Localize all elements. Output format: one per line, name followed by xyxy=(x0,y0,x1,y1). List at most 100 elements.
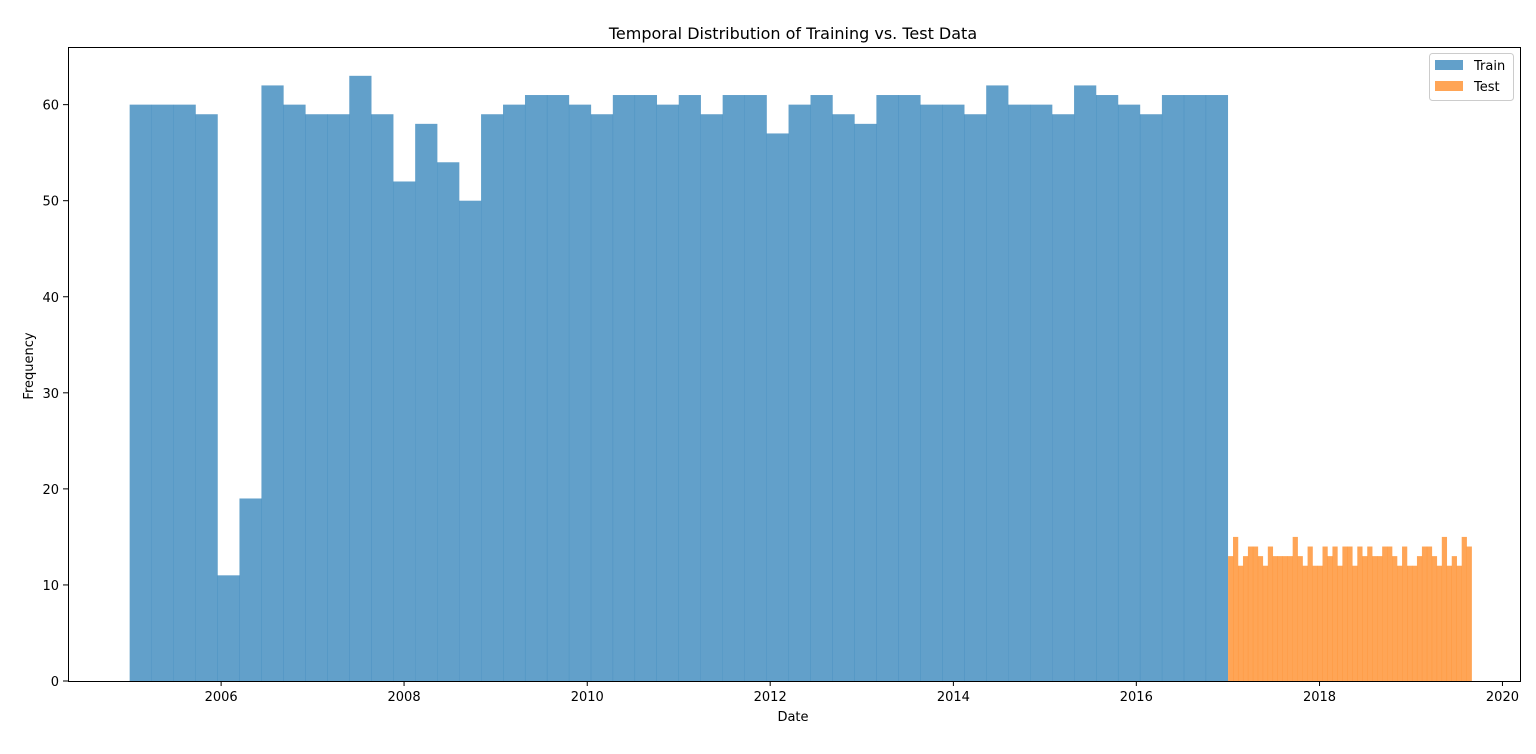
test-bar xyxy=(1397,565,1403,681)
chart-title: Temporal Distribution of Training vs. Te… xyxy=(608,24,977,43)
test-bar xyxy=(1327,556,1333,681)
train-bar xyxy=(151,104,174,681)
test-bar xyxy=(1392,556,1398,681)
test-bar xyxy=(1233,536,1239,681)
x-axis-title: Date xyxy=(777,710,808,725)
test-bar xyxy=(1267,546,1274,681)
test-bar xyxy=(1262,565,1269,681)
test-bar xyxy=(1377,556,1383,681)
train-bar xyxy=(722,95,745,681)
test-bar xyxy=(1292,536,1298,681)
train-bar xyxy=(678,95,701,681)
legend-label-test: Test xyxy=(1473,80,1500,95)
y-tick-label: 50 xyxy=(42,195,59,210)
train-bar xyxy=(612,95,636,681)
train-bar xyxy=(327,114,350,682)
test-bar xyxy=(1312,565,1318,681)
y-tick-label: 30 xyxy=(42,387,59,402)
test-bar xyxy=(1302,565,1308,681)
test-bar xyxy=(1421,546,1428,681)
x-tick-label: 2016 xyxy=(1120,690,1153,705)
test-bar xyxy=(1402,546,1408,681)
train-bar xyxy=(986,85,1009,682)
train-bar xyxy=(261,85,284,682)
train-bar xyxy=(283,104,306,681)
test-bar xyxy=(1362,556,1368,681)
train-bar xyxy=(481,114,504,682)
x-tick-label: 2008 xyxy=(388,690,421,705)
y-axis: 0 10 20 30 40 50 60 xyxy=(42,99,68,690)
test-bar xyxy=(1247,546,1254,681)
train-bar xyxy=(854,123,877,682)
test-bar xyxy=(1446,565,1452,681)
test-bar xyxy=(1367,546,1373,681)
test-bar xyxy=(1416,556,1423,681)
test-bar xyxy=(1431,556,1438,681)
y-tick-label: 60 xyxy=(42,99,59,114)
train-bar xyxy=(1161,95,1185,681)
train-bar xyxy=(459,200,482,681)
test-bar xyxy=(1411,565,1418,681)
train-bar xyxy=(1205,95,1229,681)
train-bar xyxy=(129,104,152,681)
legend: Train Test xyxy=(1429,53,1514,101)
legend-swatch-test xyxy=(1435,81,1463,91)
test-bar xyxy=(1277,556,1283,681)
x-tick-label: 2012 xyxy=(754,690,787,705)
test-bar xyxy=(1337,565,1343,681)
train-bar xyxy=(437,162,460,681)
test-bar xyxy=(1461,536,1467,681)
test-bar xyxy=(1451,556,1457,681)
train-bar xyxy=(349,75,372,681)
test-bar xyxy=(1387,546,1393,681)
train-bar xyxy=(964,114,987,682)
train-bar xyxy=(788,104,811,681)
train-bar xyxy=(1139,114,1163,682)
train-bar xyxy=(898,95,921,681)
test-bar xyxy=(1228,556,1234,681)
test-bar xyxy=(1282,556,1288,681)
train-bar xyxy=(634,95,658,681)
y-tick-label: 0 xyxy=(51,675,59,690)
x-tick-label: 2010 xyxy=(571,690,604,705)
train-bar xyxy=(656,104,679,681)
train-bar xyxy=(415,123,438,682)
bars-layer xyxy=(129,75,1472,682)
test-bar xyxy=(1297,556,1303,681)
legend-label-train: Train xyxy=(1473,59,1505,74)
train-bar xyxy=(744,95,767,681)
train-bar xyxy=(173,104,196,681)
x-tick-label: 2014 xyxy=(937,690,970,705)
test-bar xyxy=(1242,556,1249,681)
test-bar xyxy=(1252,546,1259,681)
train-bar xyxy=(1096,95,1119,681)
test-bar xyxy=(1436,565,1443,681)
train-bar xyxy=(766,133,789,681)
test-bar xyxy=(1372,556,1378,681)
test-bar xyxy=(1382,546,1388,681)
test-bar xyxy=(1347,546,1353,681)
test-bar xyxy=(1466,546,1472,681)
x-axis: 2006 2008 2010 2012 2014 2016 2018 2020 xyxy=(205,681,1519,705)
test-bar xyxy=(1342,546,1348,681)
test-bar xyxy=(1456,565,1462,681)
plot-frame xyxy=(68,47,1521,682)
train-bar xyxy=(546,95,570,681)
train-bar xyxy=(590,114,614,682)
train-bar xyxy=(217,575,240,681)
y-axis-title: Frequency xyxy=(22,332,37,399)
train-bar xyxy=(1008,104,1031,681)
train-bar xyxy=(1117,104,1141,681)
train-bar xyxy=(1074,85,1097,682)
test-bar xyxy=(1237,565,1244,681)
train-bar xyxy=(1030,104,1053,681)
train-bar xyxy=(1052,114,1075,682)
test-bar xyxy=(1287,556,1293,681)
train-bar xyxy=(503,104,526,681)
test-bar xyxy=(1317,565,1323,681)
train-bar xyxy=(942,104,965,681)
train-bar xyxy=(524,95,548,681)
train-bar xyxy=(371,114,394,682)
train-bar xyxy=(393,181,416,682)
train-bar xyxy=(832,114,855,682)
